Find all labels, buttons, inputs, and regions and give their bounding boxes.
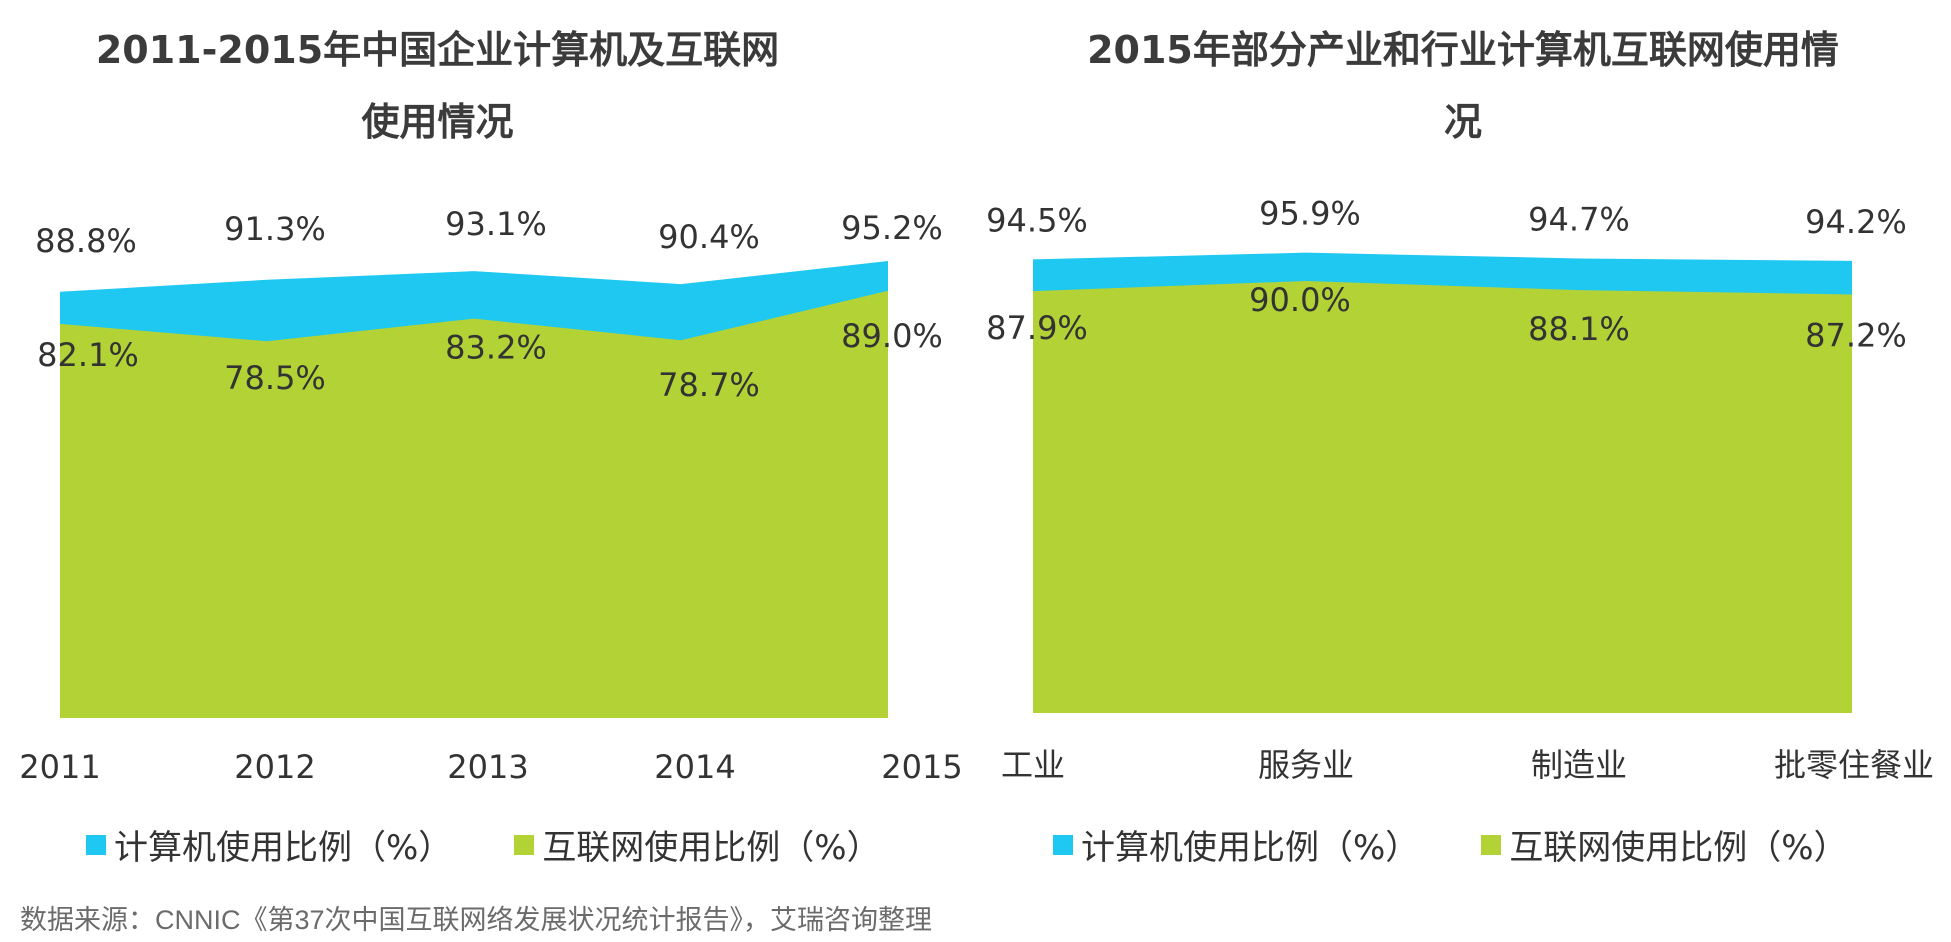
legend-computer-label: 计算机使用比例（%）	[114, 828, 453, 868]
internet-area	[60, 290, 888, 718]
category-label: 2011	[19, 748, 100, 786]
internet-value-label: 89.0%	[841, 317, 943, 355]
internet-value-label: 90.0%	[1249, 281, 1351, 319]
computer-value-label: 93.1%	[445, 205, 547, 243]
category-label: 工业	[1001, 746, 1065, 784]
left-chart-title: 2011-2015年中国企业计算机及互联网使用情况	[95, 28, 780, 144]
legend-item-computer: 计算机使用比例（%）	[86, 820, 452, 869]
computer-value-label: 91.3%	[224, 210, 326, 248]
computer-swatch	[1053, 834, 1073, 855]
right-area-chart: 工业 服务业 制造业 批零住餐业 94.5% 95.9% 94.7% 94.2% 87.9% 90…	[986, 195, 1934, 784]
left-legend: 计算机使用比例（%） 互联网使用比例（%）	[86, 820, 943, 869]
category-label: 制造业	[1531, 746, 1627, 784]
internet-value-label: 87.2%	[1805, 316, 1907, 354]
legend-internet-label: 互联网使用比例（%）	[1509, 828, 1848, 868]
internet-swatch	[1481, 834, 1502, 855]
computer-value-label: 95.9%	[1259, 195, 1361, 233]
right-chart-title: 2015年部分产业和行业计算机互联网使用情况	[1087, 28, 1839, 144]
legend-computer-label: 计算机使用比例（%）	[1081, 828, 1420, 868]
category-label: 2014	[654, 748, 735, 786]
computer-value-label: 94.5%	[986, 201, 1088, 239]
computer-value-label: 95.2%	[841, 209, 943, 247]
legend-item-internet: 互联网使用比例（%）	[514, 820, 881, 869]
computer-value-label: 90.4%	[658, 218, 760, 256]
computer-value-label: 94.2%	[1805, 203, 1907, 241]
category-label: 2015	[881, 748, 962, 786]
internet-area	[1033, 281, 1852, 713]
right-legend: 计算机使用比例（%） 互联网使用比例（%）	[1053, 820, 1910, 869]
left-area-chart: 2011 2012 2013 2014 2015 88.8% 91.3% 93.1% 90.4%…	[19, 205, 962, 786]
internet-value-label: 82.1%	[37, 336, 139, 374]
computer-swatch	[86, 834, 106, 855]
left-chart-panel: 2011-2015年中国企业计算机及互联网使用情况 2011 2012 2013 20…	[0, 0, 975, 880]
internet-value-label: 87.9%	[986, 309, 1088, 347]
category-label: 2013	[447, 748, 528, 786]
internet-value-label: 83.2%	[445, 329, 547, 367]
category-label: 2012	[234, 748, 315, 786]
computer-value-label: 88.8%	[35, 222, 137, 260]
internet-value-label: 78.5%	[224, 359, 326, 397]
internet-value-label: 88.1%	[1528, 310, 1630, 348]
legend-item-computer: 计算机使用比例（%）	[1053, 820, 1419, 869]
computer-value-label: 94.7%	[1528, 200, 1630, 238]
internet-swatch	[514, 834, 535, 855]
data-source-footer: 数据来源：CNNIC《第37次中国互联网络发展状况统计报告》，艾瑞咨询整理	[20, 905, 933, 935]
right-chart-panel: 2015年部分产业和行业计算机互联网使用情况 工业 服务业 制造业 批零住餐业 94.5…	[975, 0, 1951, 880]
category-label: 批零住餐业	[1774, 746, 1934, 784]
category-label: 服务业	[1258, 746, 1354, 784]
internet-value-label: 78.7%	[658, 366, 760, 404]
legend-internet-label: 互联网使用比例（%）	[542, 828, 881, 868]
legend-item-internet: 互联网使用比例（%）	[1481, 820, 1848, 869]
